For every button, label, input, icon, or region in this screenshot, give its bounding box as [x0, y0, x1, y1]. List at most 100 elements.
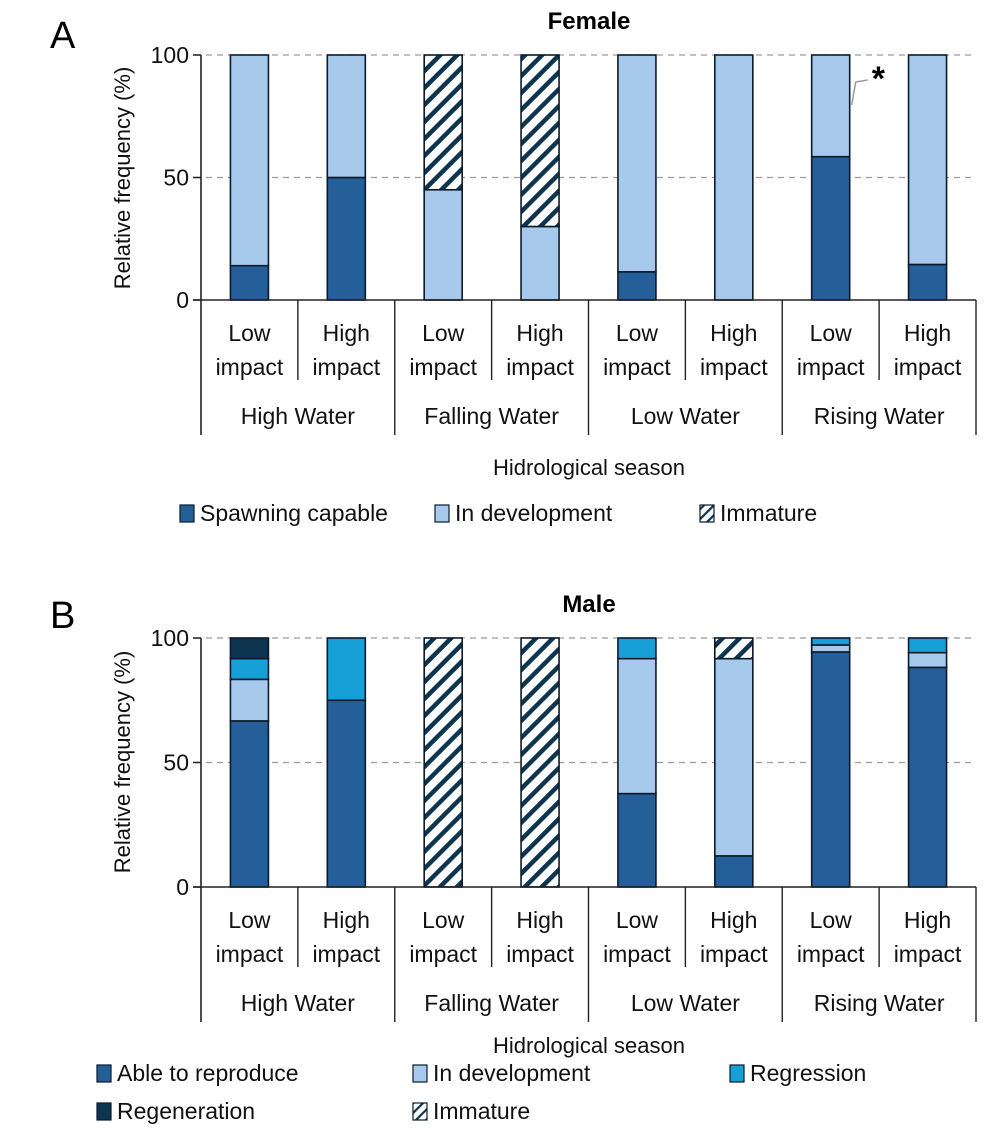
bar-segment-spawning-capable — [326, 176, 367, 301]
bar-segment-regression — [907, 637, 948, 654]
x-axis-title: Hidrological season — [493, 455, 685, 480]
bar-segment-regression — [617, 637, 657, 660]
category-label-line2: impact — [312, 941, 380, 967]
legend-swatch — [434, 504, 450, 523]
category-label-line1: Low — [810, 320, 853, 346]
bar-segment-in-development — [229, 678, 270, 722]
legend-swatch — [412, 1102, 428, 1121]
bar-segment-in-development — [907, 651, 948, 669]
bar-segment-regression — [229, 657, 270, 681]
category-label-line1: Low — [228, 907, 271, 933]
bar-segment-in-development — [423, 188, 463, 301]
season-label: Low Water — [631, 990, 740, 1016]
legend-swatch — [699, 504, 715, 523]
category-label-line1: High — [323, 907, 370, 933]
bar-segment-in-development — [617, 657, 657, 795]
bar-segment-immature — [520, 54, 560, 228]
category-label-line1: Low — [616, 907, 659, 933]
category-label-line1: High — [323, 320, 370, 346]
category-label-line1: High — [904, 320, 951, 346]
significance-asterisk: * — [872, 60, 886, 98]
bar-segment-immature — [423, 54, 463, 191]
panel-letter-b: B — [50, 595, 75, 637]
bar-segment-able-to-reproduce — [229, 720, 270, 888]
panel-female: A Female 0 50 100 Relative frequency (%) L… — [50, 8, 977, 526]
bar-segment-in-development — [714, 54, 754, 301]
category-label-line1: High — [710, 907, 757, 933]
category-label-line1: High — [710, 320, 757, 346]
category-label-line2: impact — [603, 354, 671, 380]
category-label-line2: impact — [216, 354, 284, 380]
category-label-line2: impact — [409, 941, 477, 967]
category-label-line1: High — [516, 320, 563, 346]
bar-segment-able-to-reproduce — [326, 699, 367, 888]
season-label: Falling Water — [424, 403, 559, 429]
gridlines — [195, 54, 976, 179]
y-tick-label: 50 — [163, 750, 189, 776]
legend-label: Regeneration — [117, 1098, 255, 1124]
bars — [229, 54, 948, 301]
y-tick-label: 100 — [151, 625, 189, 651]
legend-label: Spawning capable — [200, 500, 388, 526]
category-label-line2: impact — [797, 354, 865, 380]
category-label-line1: Low — [616, 320, 659, 346]
y-tick-labels: 0 50 100 — [151, 625, 189, 900]
bar-segment-spawning-capable — [617, 271, 657, 301]
bar-segment-in-development — [520, 225, 560, 301]
legend-label: Immature — [433, 1098, 530, 1124]
category-label-line2: impact — [797, 941, 865, 967]
bar-segment-immature — [520, 637, 560, 888]
bar-segment-able-to-reproduce — [617, 792, 657, 888]
bar-segment-in-development — [714, 657, 754, 857]
season-label: High Water — [241, 403, 356, 429]
y-tick-label: 50 — [163, 165, 189, 191]
bar-segment-spawning-capable — [907, 263, 948, 301]
bar-segment-spawning-capable — [229, 264, 270, 301]
category-label-line2: impact — [409, 354, 477, 380]
y-tick-label: 0 — [176, 287, 189, 313]
axes — [193, 54, 977, 435]
legend: Spawning capable In development Immature — [179, 500, 817, 526]
bar-segment-in-development — [326, 54, 367, 179]
category-label-line1: Low — [422, 320, 465, 346]
legend: Able to reproduce In development Regressio… — [96, 1060, 866, 1124]
category-label-line2: impact — [700, 354, 768, 380]
legend-swatch — [179, 504, 195, 523]
legend-label: In development — [455, 500, 613, 526]
bar-segment-immature — [714, 637, 754, 660]
bar-segment-spawning-capable — [810, 155, 851, 301]
category-label-line1: Low — [228, 320, 271, 346]
bar-segment-in-development — [617, 54, 657, 273]
bar-segment-able-to-reproduce — [714, 855, 754, 888]
legend-label: In development — [433, 1060, 591, 1086]
category-label-line1: High — [516, 907, 563, 933]
season-label: High Water — [241, 990, 356, 1016]
bar-segment-in-development — [907, 54, 948, 266]
gridlines — [195, 637, 976, 764]
y-tick-labels: 0 50 100 — [151, 42, 189, 313]
chart-title-male: Male — [562, 591, 615, 618]
legend-swatch — [729, 1064, 745, 1083]
category-label-line1: High — [904, 907, 951, 933]
category-label-line2: impact — [603, 941, 671, 967]
bar-segment-regression — [326, 637, 367, 702]
bar-segment-in-development — [810, 644, 851, 653]
legend-label: Immature — [720, 500, 817, 526]
category-labels: Low impact High impact Low impact High impact Lo… — [216, 907, 962, 1016]
category-label-line2: impact — [312, 354, 380, 380]
category-label-line2: impact — [216, 941, 284, 967]
category-label-line2: impact — [506, 941, 574, 967]
y-axis-title: Relative frequency (%) — [110, 67, 135, 290]
y-tick-label: 100 — [151, 42, 189, 68]
bar-segment-regeneration — [229, 637, 270, 660]
category-label-line2: impact — [700, 941, 768, 967]
category-label-line2: impact — [894, 354, 962, 380]
bar-segment-regression — [810, 637, 851, 646]
bar-segment-able-to-reproduce — [810, 651, 851, 888]
x-axis-title: Hidrological season — [493, 1033, 685, 1058]
bars — [229, 637, 948, 888]
panel-male: B Male 0 50 100 Relative frequency (%) Low… — [50, 591, 977, 1124]
season-label: Rising Water — [814, 403, 945, 429]
chart-title-female: Female — [548, 8, 631, 35]
